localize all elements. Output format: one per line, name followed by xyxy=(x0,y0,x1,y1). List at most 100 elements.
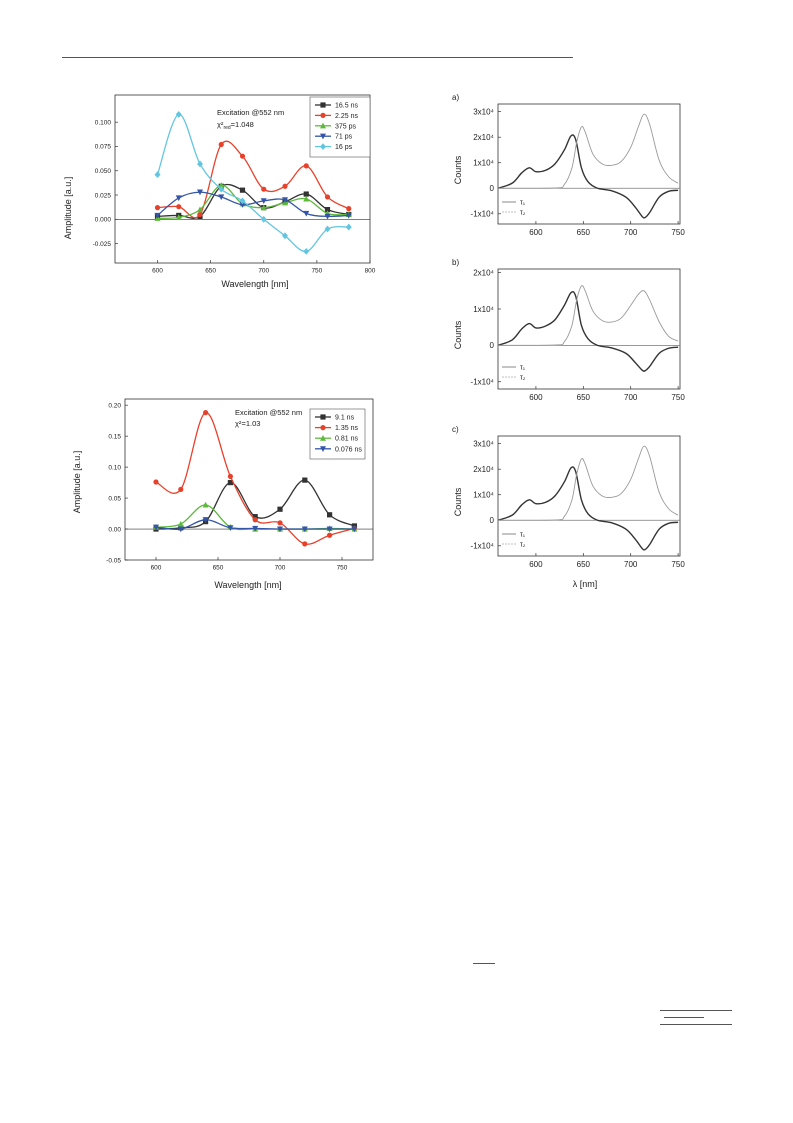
panel-a-label: a) xyxy=(452,93,459,102)
panel-b-series-line xyxy=(497,285,679,346)
chart-2-point xyxy=(177,526,184,533)
chart-1-point xyxy=(282,232,288,240)
chart-2-xlabel: Wavelength [nm] xyxy=(214,580,281,590)
chart-2-legend-label: 0.076 ns xyxy=(335,446,362,453)
chart-1-point xyxy=(175,195,182,202)
chart-2-plot: 600 650 700 750 -0.05 0.00 0.05 0.10 0.15 0.20 9.1… xyxy=(106,398,374,572)
chart-1-ytick-label: 0.025 xyxy=(95,192,112,199)
chart-2-point xyxy=(277,506,283,512)
panel-c-series-line xyxy=(497,466,679,551)
chart-2-ylabel: Amplitude [a.u.] xyxy=(72,451,82,514)
chart-2-point xyxy=(327,532,333,538)
panel-b-legend-label: τ₂ xyxy=(520,375,526,382)
panel-c-ytick-label: 3x10⁴ xyxy=(473,439,494,448)
chart-2-legend-marker xyxy=(320,446,326,452)
chart-2-point xyxy=(327,512,333,518)
footer-rule-2 xyxy=(664,1017,704,1018)
chart-1-legend-marker xyxy=(320,133,326,140)
chart-2-xtick-label: 700 xyxy=(275,565,286,572)
chart-2-point xyxy=(227,525,234,531)
chart-1-xtick-label: 650 xyxy=(205,268,216,275)
panel-a-legend-label: τ₁ xyxy=(520,200,526,207)
chart-1-point xyxy=(154,212,161,219)
chart-1-point xyxy=(303,210,310,217)
panel-a-series-line xyxy=(497,134,679,219)
panel-c-legend-label: τ₂ xyxy=(520,542,526,549)
panel-a-legend-label: τ₂ xyxy=(520,210,526,217)
chart-2-point xyxy=(302,477,308,483)
chart-1-point xyxy=(218,182,225,188)
panel-c-plot: 600 650 700 750 -1x10⁴ 0 1x10⁴ 2x10⁴ 3x10⁴ τ₁ τ₂ xyxy=(471,435,685,569)
chart-2-point xyxy=(202,517,209,523)
panel-c-axes-frame xyxy=(497,435,681,557)
chart-1-point xyxy=(346,206,352,212)
chart-1-point xyxy=(218,194,225,201)
panel-b-ytick-label: 0 xyxy=(490,341,495,350)
chart-1-legend-marker xyxy=(320,102,326,108)
chart-1-point xyxy=(282,197,288,204)
chart-1-ytick-label: 0.050 xyxy=(95,168,112,175)
chart-2-point xyxy=(252,517,258,523)
chart-1-point xyxy=(324,194,331,200)
chart-1-point xyxy=(218,185,225,193)
chart-2-point xyxy=(302,541,308,547)
chart-2-legend-label: 1.35 ns xyxy=(335,425,358,432)
panel-c-xtick-label: 600 xyxy=(529,560,543,569)
panel-b-axes-frame xyxy=(497,268,681,390)
chart-2-ytick-label: 0.00 xyxy=(108,526,121,533)
panel-a-axes-frame xyxy=(497,103,681,225)
chart-1-point xyxy=(239,153,246,159)
chart-1-axes-frame xyxy=(114,94,371,264)
panel-c-xtick-label: 750 xyxy=(671,560,685,569)
chart-2-point xyxy=(178,486,184,493)
chart-1-point xyxy=(324,213,331,220)
chart-2-xtick-label: 650 xyxy=(213,565,224,572)
panel-c-ytick-label: 2x10⁴ xyxy=(473,465,494,474)
chart-2-point xyxy=(177,520,184,527)
chart-1-ytick-label: -0.025 xyxy=(93,241,112,248)
chart-2-point xyxy=(277,526,283,533)
chart-2-legend-marker xyxy=(320,435,326,441)
chart-1-xtick-label: 750 xyxy=(311,268,322,275)
panel-c-svg: 600 650 700 750 -1x10⁴ 0 1x10⁴ 2x10⁴ 3x10⁴ τ₁ τ₂ c… xyxy=(452,425,685,589)
panel-b-svg: 600 650 700 750 -1x10⁴ 0 1x10⁴ 2x10⁴ τ₁ τ₂ b) Cou… xyxy=(452,258,685,402)
panel-b-ylabel: Counts xyxy=(453,320,463,349)
panel-b-label: b) xyxy=(452,258,459,267)
chart-1-annotation: Excitation @552 nm xyxy=(217,108,284,117)
chart-2-point xyxy=(301,526,308,533)
panel-a-xtick-label: 600 xyxy=(529,228,543,237)
chart-1-legend-label: 16 ps xyxy=(335,144,353,151)
chart-1-legend-label: 375 ps xyxy=(335,123,357,130)
chart-2-point xyxy=(326,526,333,533)
panel-a-ytick-label: 3x10⁴ xyxy=(473,107,494,116)
chart-1-point xyxy=(175,111,182,118)
panel-b-ytick-label: -1x10⁴ xyxy=(471,378,495,387)
chart-2-point xyxy=(153,524,159,531)
panel-a-xtick-label: 650 xyxy=(577,228,591,237)
chart-1-point xyxy=(345,212,352,219)
chart-2-xtick-label: 600 xyxy=(151,565,162,572)
panel-c-xlabel: λ [nm] xyxy=(573,579,598,589)
chart-1-series-line xyxy=(157,191,349,218)
panel-a-ytick-label: -1x10⁴ xyxy=(471,210,495,219)
chart-1-xtick-label: 700 xyxy=(258,268,269,275)
panel-c-xtick-label: 700 xyxy=(624,560,638,569)
chart-2-legend-marker xyxy=(320,414,326,420)
panel-c-xtick-label: 650 xyxy=(577,560,591,569)
chart-1-point xyxy=(239,197,246,205)
chart-1-point xyxy=(154,171,161,179)
panel-b-ytick-label: 2x10⁴ xyxy=(473,268,494,277)
panel-a: 600 650 700 750 -1x10⁴ 0 1x10⁴ 2x10⁴ 3x10⁴ τ₁ τ₂ a… xyxy=(450,90,700,250)
chart-1-ytick-label: 0.000 xyxy=(95,217,112,224)
chart-2-legend-label: 0.81 ns xyxy=(335,436,358,443)
panel-c: 600 650 700 750 -1x10⁴ 0 1x10⁴ 2x10⁴ 3x10⁴ τ₁ τ₂ c… xyxy=(450,422,700,592)
panel-c-ytick-label: 1x10⁴ xyxy=(473,491,494,500)
chart-1-xtick-label: 800 xyxy=(365,268,376,275)
chart-1-point xyxy=(345,223,352,231)
footnote-rule xyxy=(473,963,495,964)
chart-1-point xyxy=(260,198,267,205)
panel-a-ytick-label: 2x10⁴ xyxy=(473,133,494,142)
panel-a-plot: 600 650 700 750 -1x10⁴ 0 1x10⁴ 2x10⁴ 3x10⁴ τ₁ τ₂ xyxy=(471,103,685,237)
chart-1-point xyxy=(261,186,267,192)
chart-1-point xyxy=(260,204,267,211)
